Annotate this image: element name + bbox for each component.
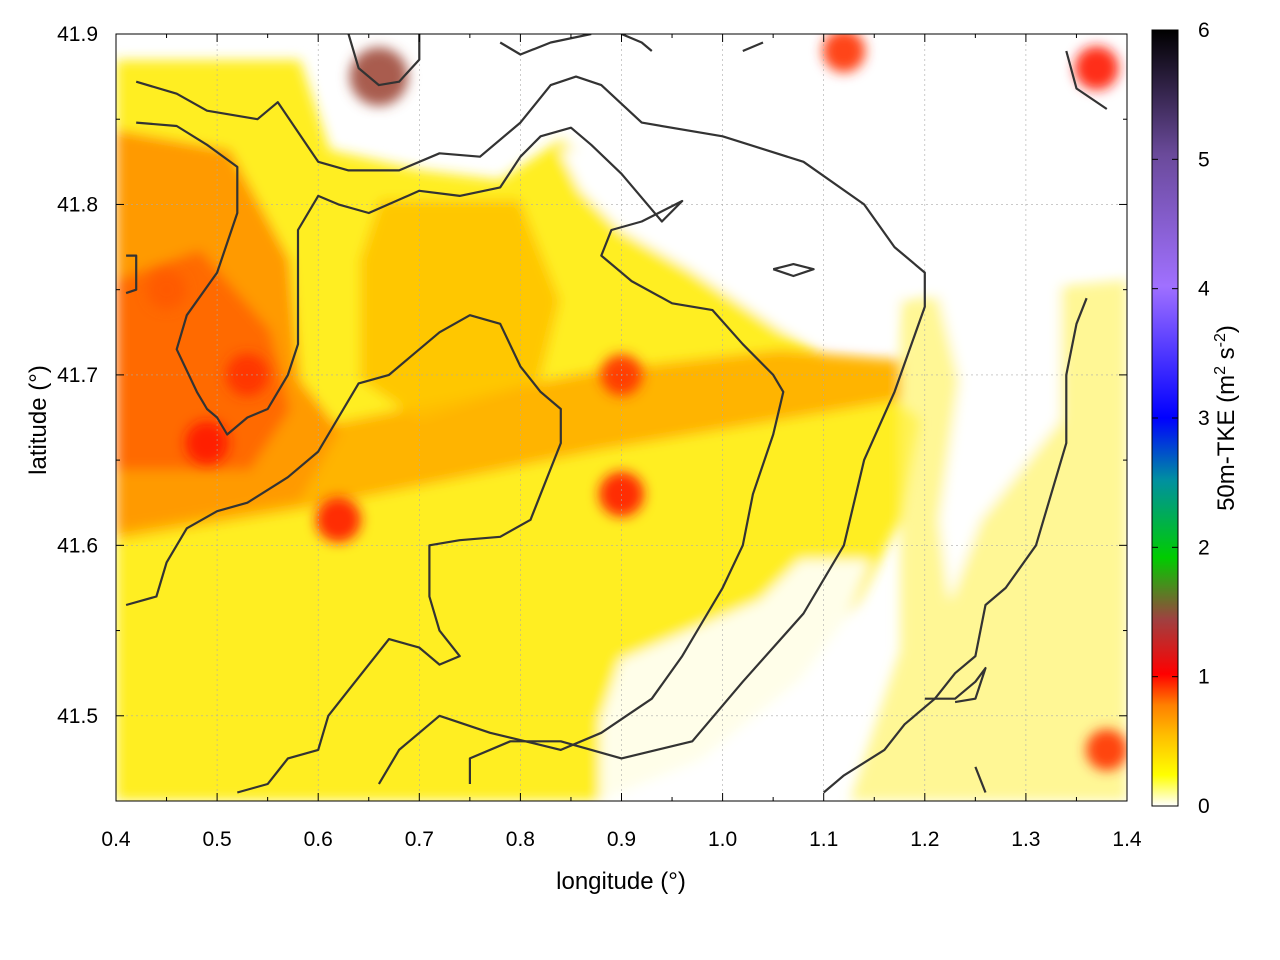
contour-lines <box>125 34 1108 794</box>
terrain-contour <box>125 254 138 295</box>
colorbar-tick-label: 1 <box>1198 666 1210 689</box>
colorbar-tick-label: 3 <box>1198 407 1210 430</box>
colorbar-label: 50m-TKE (m2 s-2) <box>1212 325 1240 511</box>
hotspot-layer <box>146 34 1127 771</box>
terrain-contour <box>125 314 562 794</box>
x-tick-label: 0.7 <box>405 828 434 851</box>
terrain-contour <box>742 41 764 53</box>
x-tick-label: 1.2 <box>910 828 939 851</box>
terrain-contour <box>347 34 421 87</box>
colorbar: 0 1 2 3 4 5 6 50m-TKE (m2 s-2) <box>1151 19 1240 818</box>
y-tick-label: 41.6 <box>57 534 98 557</box>
white-patch-east <box>930 120 1127 600</box>
y-axis-label: latitude (°) <box>25 365 52 475</box>
x-axis: 0.4 0.5 0.6 0.7 0.8 0.9 1.0 1.1 1.2 1.3 1.4 <box>101 34 1142 851</box>
y-axis: 41.5 41.6 41.7 41.8 41.9 <box>57 23 1127 802</box>
orange-central <box>360 200 560 420</box>
colorbar-tick-label: 6 <box>1198 19 1210 42</box>
terrain-contour <box>924 666 987 704</box>
white-patch-south <box>600 560 870 801</box>
x-tick-label: 0.4 <box>101 828 131 851</box>
tke-hotspot <box>1085 729 1127 771</box>
tke-hotspot <box>184 421 229 466</box>
terrain-contour <box>772 263 815 278</box>
terrain-contour <box>1065 50 1108 110</box>
tke-hotspot <box>349 47 409 106</box>
terrain-contour <box>499 34 592 56</box>
heatmap-field <box>116 34 1127 801</box>
y-tick-label: 41.9 <box>57 23 98 46</box>
white-patch-north <box>420 40 1127 120</box>
terrain-contour <box>822 297 1088 794</box>
colorbar-tick-label: 0 <box>1198 795 1210 818</box>
y-tick-label: 41.5 <box>57 705 98 728</box>
tke-hotspot <box>1074 46 1119 91</box>
colorbar-ticks: 0 1 2 3 4 5 6 <box>1152 19 1210 818</box>
x-tick-label: 0.6 <box>304 828 333 851</box>
tke-hotspot <box>822 34 866 73</box>
white-patch-center <box>560 150 910 340</box>
x-tick-label: 1.3 <box>1011 828 1040 851</box>
colorbar-tick-label: 5 <box>1198 148 1210 171</box>
terrain-contour <box>621 34 653 52</box>
terrain-contour <box>136 121 785 785</box>
tke-hotspot <box>315 497 362 543</box>
x-tick-label: 0.8 <box>506 828 535 851</box>
colorbar-tick-label: 4 <box>1198 278 1210 301</box>
x-tick-label: 0.5 <box>202 828 231 851</box>
x-axis-label: longitude (°) <box>556 868 686 895</box>
tke-hotspot <box>146 270 187 310</box>
plot-area <box>115 33 1128 802</box>
terrain-contour <box>135 75 926 784</box>
orange-band <box>116 350 900 540</box>
terrain-contour <box>974 766 987 793</box>
y-tick-label: 41.7 <box>57 364 98 387</box>
x-tick-label: 0.9 <box>607 828 636 851</box>
x-tick-label: 1.4 <box>1112 828 1142 851</box>
x-tick-label: 1.1 <box>809 828 838 851</box>
y-tick-label: 41.8 <box>57 193 98 216</box>
x-tick-label: 1.0 <box>708 828 737 851</box>
colorbar-tick-label: 2 <box>1198 536 1210 559</box>
